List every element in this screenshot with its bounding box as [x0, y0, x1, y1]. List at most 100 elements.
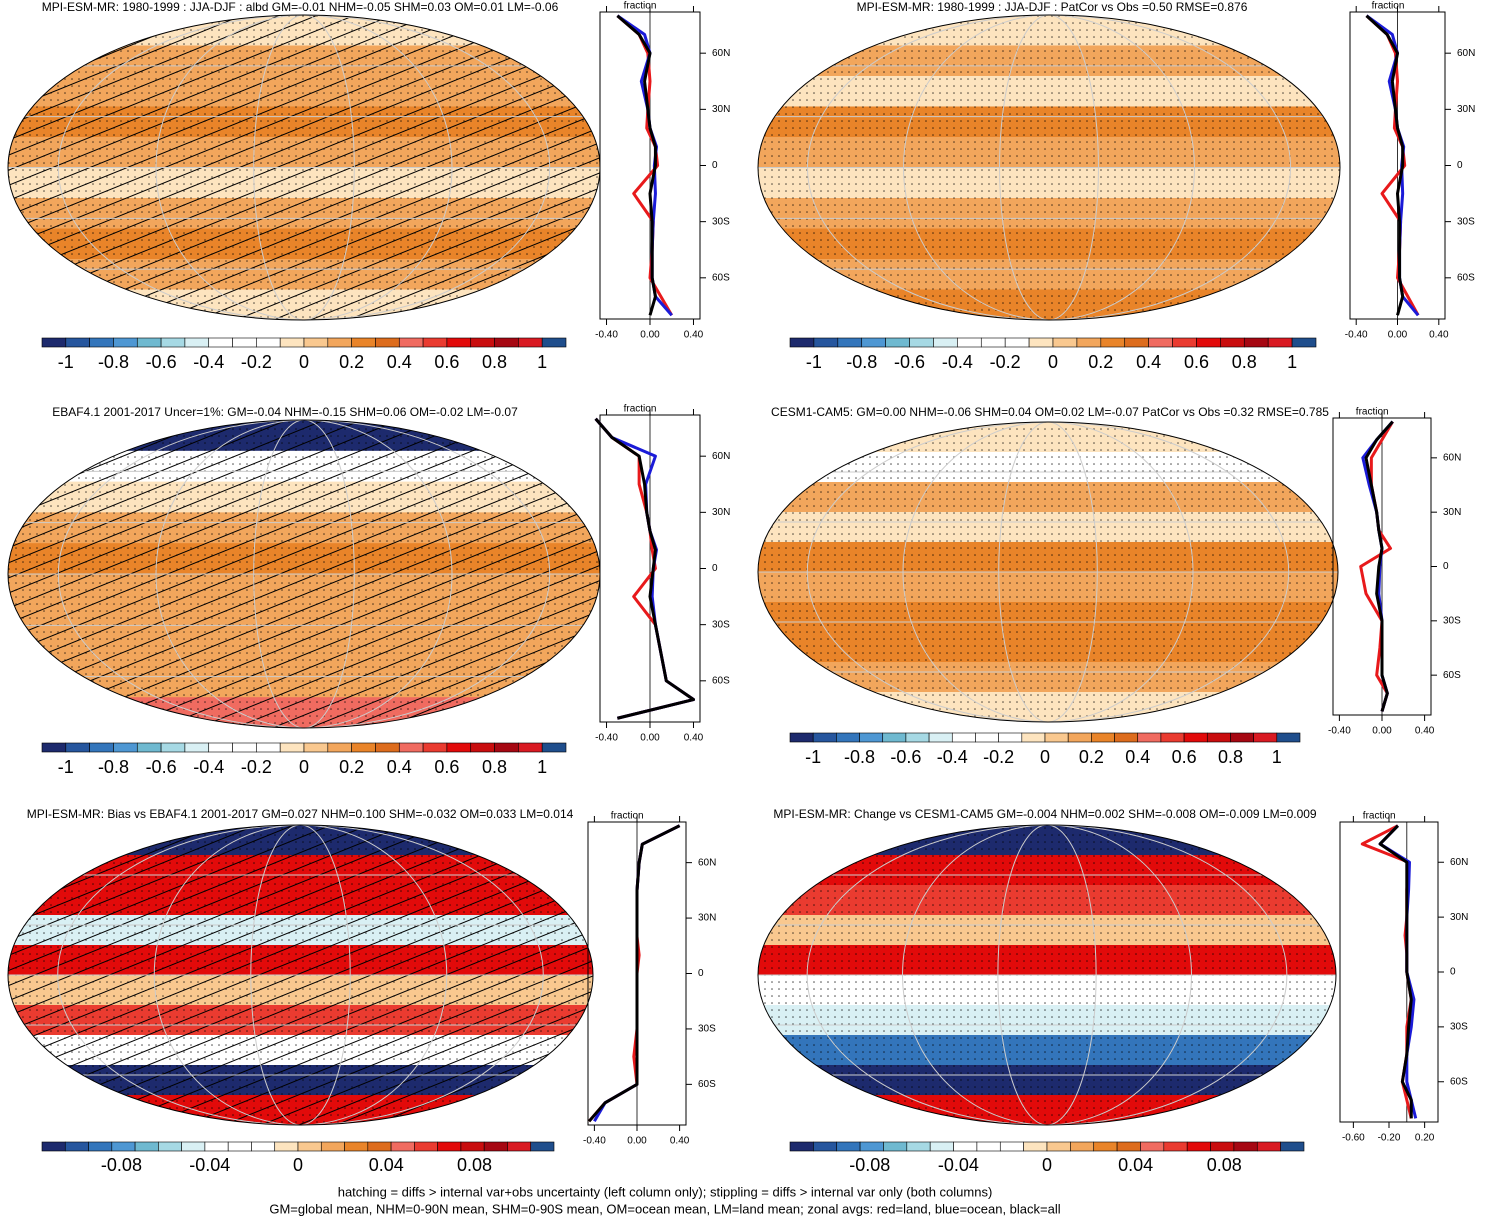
colorbar-label: 0.6	[1172, 747, 1197, 767]
map	[758, 422, 1338, 722]
graticule	[250, 825, 351, 1125]
zonal-line	[616, 14, 673, 317]
colorbar-box	[184, 742, 210, 753]
colorbar-label: -0.8	[846, 352, 877, 372]
map-outline	[757, 14, 1341, 321]
colorbar-box	[351, 742, 376, 753]
colorbar-label: -0.08	[101, 1155, 142, 1175]
colorbar-box	[1070, 1141, 1095, 1152]
profile-axis-label: fraction	[1363, 811, 1396, 822]
colorbar-box	[256, 742, 281, 753]
colorbar-label: 0.04	[1118, 1155, 1153, 1175]
colorbar-box	[184, 337, 210, 348]
colorbar-box	[1052, 337, 1078, 348]
colorbar-label: 0	[299, 352, 309, 372]
graticule	[57, 825, 544, 1125]
colorbar-box	[279, 337, 305, 348]
colorbar-box	[279, 742, 305, 753]
colorbar-label: -1	[58, 352, 74, 372]
colorbar-box	[1196, 337, 1221, 348]
colorbar-box	[1256, 1141, 1281, 1152]
colorbar-label: -0.6	[146, 352, 177, 372]
colorbar-box	[1046, 1141, 1071, 1152]
profile-axis-label: fraction	[624, 404, 657, 415]
colorbar-box	[89, 337, 114, 348]
footer-note: hatching = diffs > internal var+obs unce…	[338, 1184, 993, 1199]
colorbar-box	[1023, 1141, 1048, 1152]
colorbar-box	[470, 337, 495, 348]
colorbar-box	[999, 1141, 1024, 1152]
panel-title: CESM1-CAM5: GM=0.00 NHM=-0.06 SHM=0.04 O…	[771, 405, 1329, 419]
colorbar-label: -0.04	[938, 1155, 979, 1175]
colorbar-label: 1	[537, 757, 547, 777]
x-tick-label: -0.40	[595, 330, 618, 341]
colorbar-box	[1160, 732, 1185, 743]
y-tick-label: 60S	[712, 272, 730, 283]
colorbar-box	[975, 732, 999, 743]
colorbar-label: 0.8	[482, 352, 507, 372]
graticule	[806, 15, 1292, 320]
y-tick-label: 0	[712, 160, 718, 171]
colorbar-box	[136, 337, 162, 348]
colorbar-box	[1230, 732, 1254, 743]
x-tick-label: 0.40	[684, 733, 704, 744]
colorbar-box	[928, 732, 953, 743]
colorbar-box	[232, 337, 257, 348]
colorbar-box	[861, 337, 886, 348]
graticule	[57, 420, 551, 728]
y-tick-label: 60N	[1450, 857, 1468, 868]
y-tick-label: 60S	[1457, 272, 1475, 283]
colorbar-box	[1028, 337, 1054, 348]
colorbar-box	[1243, 337, 1269, 348]
colorbar-box	[1076, 337, 1102, 348]
colorbar-box	[160, 742, 186, 753]
colorbar-box	[65, 337, 90, 348]
colorbar-label: -1	[58, 757, 74, 777]
colorbar-label: -0.2	[241, 757, 272, 777]
y-tick-label: 60S	[712, 675, 730, 686]
colorbar-box	[41, 1141, 66, 1152]
panel-title: EBAF4.1 2001-2017 Uncer=1%: GM=-0.04 NHM…	[52, 405, 518, 419]
colorbar-box	[375, 742, 400, 753]
colorbar-box	[204, 1141, 229, 1152]
colorbar-box	[160, 337, 186, 348]
colorbar-label: -0.6	[894, 352, 925, 372]
colorbar-label: -0.4	[193, 352, 224, 372]
y-tick-label: 30S	[712, 216, 730, 227]
map-outline	[757, 421, 1339, 723]
colorbar-box	[414, 1141, 438, 1152]
y-tick-label: 30S	[698, 1024, 716, 1035]
zonal-line	[1378, 824, 1418, 1119]
x-tick-label: -0.20	[1378, 1133, 1401, 1144]
colorbar-box	[1124, 337, 1149, 348]
y-tick-label: 30N	[1450, 912, 1468, 923]
colorbar-box	[929, 1141, 954, 1152]
y-tick-label: 60N	[698, 857, 716, 868]
x-tick-label: 0.00	[627, 1136, 647, 1147]
profile-axis-label: fraction	[1372, 1, 1405, 12]
colorbar-box	[41, 742, 67, 753]
zonal-line	[1378, 824, 1413, 1119]
colorbar-label: 0.4	[387, 352, 412, 372]
x-tick-label: 0.00	[640, 330, 660, 341]
panel-title: MPI-ESM-MR: Change vs CESM1-CAM5 GM=-0.0…	[773, 807, 1317, 821]
colorbar-label: -0.2	[983, 747, 1014, 767]
y-tick-label: 30N	[698, 913, 716, 924]
colorbar-box	[1091, 732, 1115, 743]
profile-frame	[1339, 821, 1439, 1123]
colorbar-label: 0.6	[434, 757, 459, 777]
colorbar-box	[303, 742, 329, 753]
y-tick-label: 0	[698, 968, 704, 979]
colorbar-label: 0.2	[1079, 747, 1104, 767]
colorbar-box	[789, 732, 814, 743]
colorbar-label: -0.8	[844, 747, 875, 767]
graticule	[902, 825, 1192, 1125]
zonal-line	[587, 824, 681, 1123]
colorbar-box	[89, 742, 114, 753]
colorbar-label: 0.6	[434, 352, 459, 372]
colorbar-box	[1206, 732, 1231, 743]
colorbar-box	[158, 1141, 182, 1152]
graticule	[806, 825, 1288, 1125]
colorbar-label: 0.2	[339, 352, 364, 372]
